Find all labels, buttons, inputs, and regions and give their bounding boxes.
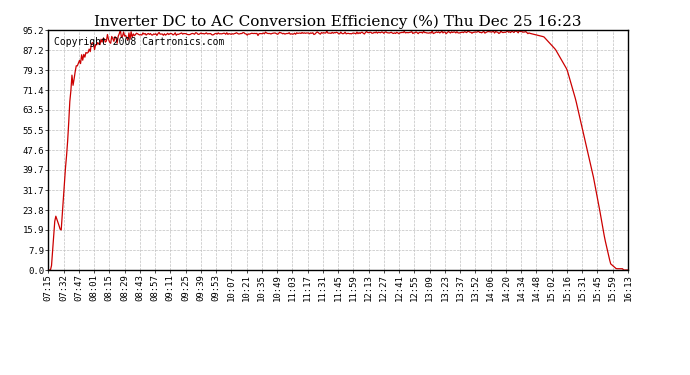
Title: Inverter DC to AC Conversion Efficiency (%) Thu Dec 25 16:23: Inverter DC to AC Conversion Efficiency … <box>95 15 582 29</box>
Text: Copyright 2008 Cartronics.com: Copyright 2008 Cartronics.com <box>54 37 224 47</box>
